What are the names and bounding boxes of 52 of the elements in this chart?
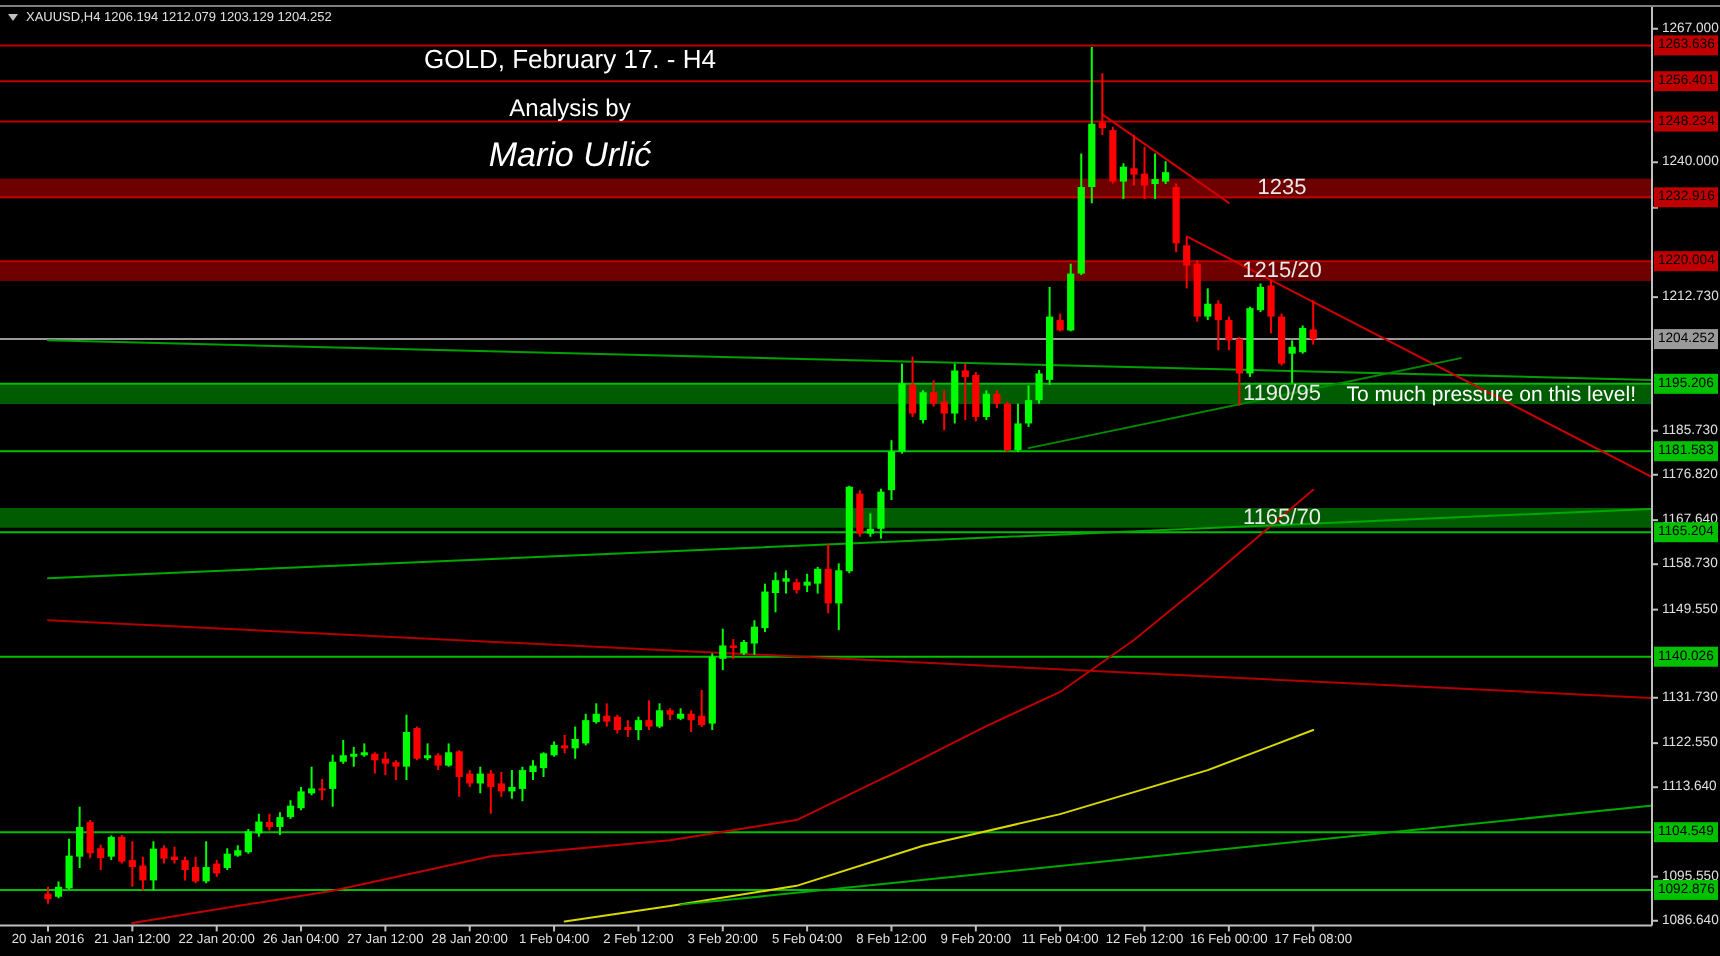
candlestick — [1309, 299, 1317, 346]
candlestick — [1225, 315, 1233, 352]
candlestick — [202, 840, 210, 885]
band-label: 1235 — [1257, 176, 1307, 201]
candlestick — [402, 713, 411, 781]
candlestick — [887, 439, 896, 502]
candlestick — [1024, 384, 1033, 428]
candlestick — [1119, 162, 1128, 200]
text: GOLD, February 17. - H4 — [424, 44, 716, 74]
candlestick — [634, 715, 643, 741]
candlestick — [655, 702, 664, 730]
candlestick — [1183, 235, 1191, 290]
candlestick — [118, 833, 126, 865]
annotation: Analysis by — [509, 94, 631, 122]
candlestick — [276, 811, 284, 836]
candlestick — [835, 562, 843, 632]
candlestick — [1098, 72, 1106, 137]
candlestick — [413, 725, 421, 762]
candlestick — [877, 487, 885, 540]
candlestick — [1267, 278, 1275, 335]
candlestick — [445, 742, 453, 768]
candlestick — [1277, 312, 1286, 367]
candlestick — [856, 489, 864, 538]
candlestick — [561, 733, 569, 755]
candlestick — [940, 389, 948, 432]
candlestick — [1003, 400, 1012, 454]
candlestick — [1214, 299, 1222, 352]
candlestick — [729, 638, 737, 660]
band-label: 1190/95 — [1243, 382, 1321, 407]
candlestick — [930, 379, 938, 408]
candlestick — [1204, 287, 1212, 322]
candlestick — [329, 753, 337, 808]
candlestick — [866, 512, 874, 538]
candlestick — [824, 542, 832, 615]
candlestick — [982, 389, 990, 421]
candlestick — [592, 702, 600, 725]
candlestick — [603, 702, 611, 728]
candlestick — [951, 362, 959, 425]
line-series — [563, 729, 1315, 923]
candlestick — [107, 834, 115, 862]
candlestick — [1235, 335, 1244, 407]
candlestick — [908, 355, 917, 418]
annotation: Mario Urlić — [488, 136, 653, 174]
band-label: 1215/20 — [1242, 259, 1322, 284]
candlestick — [497, 771, 505, 798]
candlestick — [919, 389, 927, 425]
candlestick — [1014, 402, 1022, 454]
candlestick — [645, 699, 653, 732]
candlestick — [318, 778, 326, 802]
candlestick — [371, 751, 379, 775]
candlestick — [487, 769, 495, 815]
candlestick — [149, 840, 158, 892]
